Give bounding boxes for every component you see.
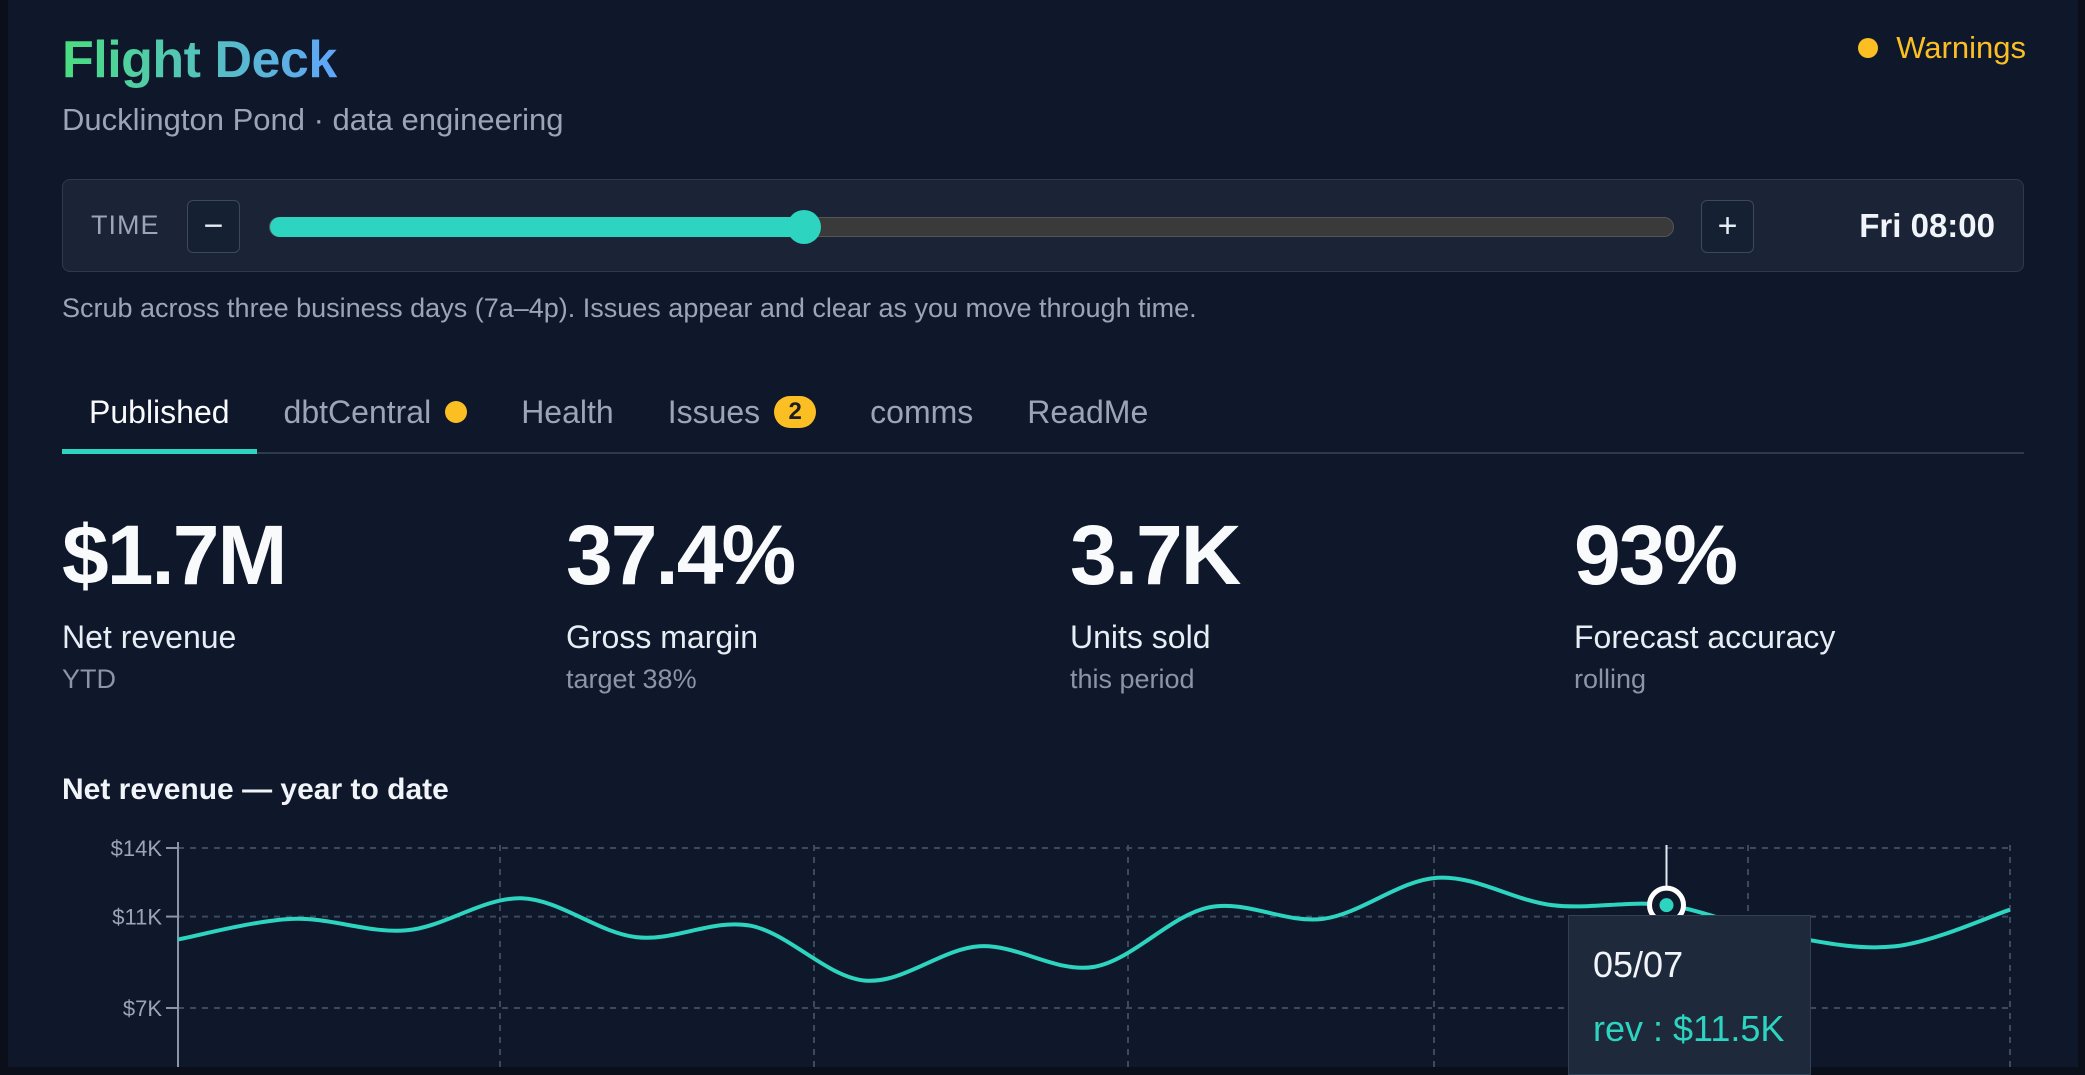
revenue-line-chart[interactable]: $14K $11K $7K xyxy=(8,0,2078,1067)
kpi-value: 3.7K xyxy=(1070,508,1241,602)
tab-comms[interactable]: comms xyxy=(843,372,1000,452)
time-slider-handle[interactable] xyxy=(786,210,821,244)
time-scrubber: TIME − + Fri 08:00 xyxy=(62,179,2024,272)
kpi-sub: this period xyxy=(1070,664,1195,694)
tab-label: Health xyxy=(521,393,614,430)
kpi-forecast-accuracy: 93% Forecast accuracy rolling xyxy=(1574,505,2054,695)
kpi-label: Net revenue xyxy=(62,619,237,655)
warning-dot-icon xyxy=(445,401,468,423)
kpi-sub: target 38% xyxy=(566,664,697,694)
tab-label: Issues xyxy=(667,393,761,430)
tab-label: dbtCentral xyxy=(283,393,432,430)
tooltip-point xyxy=(1659,898,1674,913)
kpi-gross-margin: 37.4% Gross margin target 38% xyxy=(566,505,1046,695)
tab-label: Published xyxy=(89,393,230,430)
status-indicator[interactable]: Warnings xyxy=(1858,30,2026,66)
kpi-units-sold: 3.7K Units sold this period xyxy=(1070,505,1550,695)
time-value: Fri 08:00 xyxy=(1859,207,1995,244)
time-hint: Scrub across three business days (7a–4p)… xyxy=(62,293,1197,323)
tab-bar: Published dbtCentral Health Issues 2 com… xyxy=(62,372,2024,454)
kpi-net-revenue: $1.7M Net revenue YTD xyxy=(62,505,542,695)
tab-label: ReadMe xyxy=(1027,393,1149,430)
time-step-back-button[interactable]: − xyxy=(187,200,240,253)
tab-published[interactable]: Published xyxy=(62,372,257,454)
tab-issues[interactable]: Issues 2 xyxy=(641,372,843,452)
kpi-value: 93% xyxy=(1574,508,1738,602)
tab-label: comms xyxy=(870,393,974,430)
tooltip-date: 05/07 xyxy=(1593,944,1684,985)
warning-dot-icon xyxy=(1858,38,1879,58)
tab-dbtcentral[interactable]: dbtCentral xyxy=(257,372,495,452)
y-axis-tick-label: $14K xyxy=(111,836,163,861)
time-slider-fill xyxy=(270,217,804,237)
issues-count-badge: 2 xyxy=(774,396,817,428)
y-axis-tick-label: $11K xyxy=(112,905,162,930)
status-label: Warnings xyxy=(1896,30,2026,65)
kpi-sub: rolling xyxy=(1574,664,1647,694)
minus-icon: − xyxy=(203,207,224,245)
time-label: TIME xyxy=(91,210,160,240)
time-slider[interactable] xyxy=(269,210,1674,244)
tooltip-value: rev : $11.5K xyxy=(1593,1008,1785,1049)
kpi-sub: YTD xyxy=(62,664,116,694)
plus-icon: + xyxy=(1717,207,1738,245)
kpi-value: $1.7M xyxy=(62,508,287,602)
app-subtitle: Ducklington Pond · data engineering xyxy=(62,102,564,137)
tab-readme[interactable]: ReadMe xyxy=(1000,372,1175,452)
app-title: Flight Deck xyxy=(62,31,337,89)
kpi-label: Forecast accuracy xyxy=(1574,619,1836,655)
kpi-label: Gross margin xyxy=(566,619,759,655)
tab-health[interactable]: Health xyxy=(494,372,641,452)
kpi-label: Units sold xyxy=(1070,619,1211,655)
chart-tooltip: 05/07 rev : $11.5K xyxy=(1568,915,1811,1075)
time-step-forward-button[interactable]: + xyxy=(1701,200,1754,253)
dashboard-page: Flight Deck Ducklington Pond · data engi… xyxy=(8,0,2078,1075)
revenue-series-line xyxy=(177,875,2011,983)
kpi-value: 37.4% xyxy=(566,508,796,602)
chart-title: Net revenue — year to date xyxy=(62,773,449,806)
y-axis-tick-label: $7K xyxy=(123,996,162,1021)
